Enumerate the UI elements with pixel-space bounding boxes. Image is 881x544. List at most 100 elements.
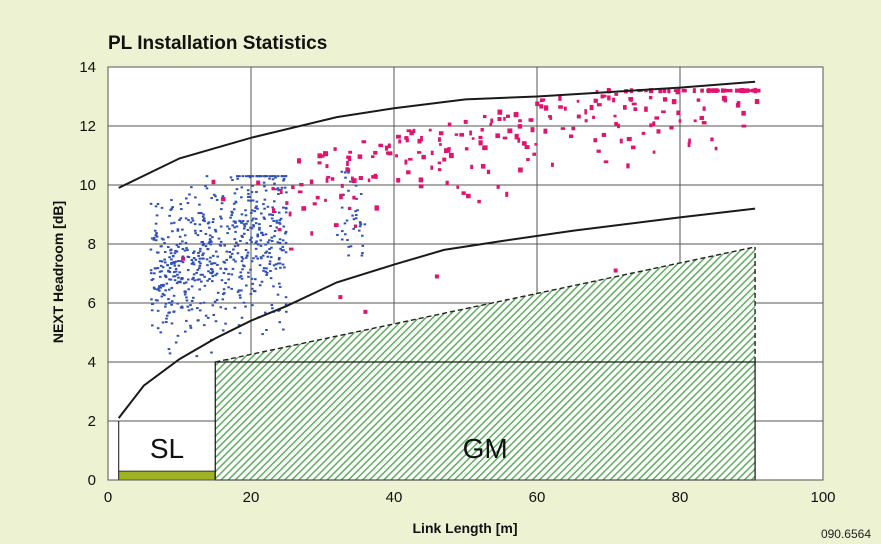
blue-point — [256, 257, 259, 260]
blue-point — [252, 224, 255, 227]
blue-point — [211, 280, 214, 283]
blue-point — [258, 284, 262, 287]
blue-point — [347, 245, 351, 248]
blue-point — [198, 264, 202, 267]
blue-point — [361, 244, 365, 247]
magenta-point — [584, 119, 588, 123]
blue-point — [151, 278, 155, 281]
magenta-point — [489, 122, 493, 127]
blue-point — [238, 175, 241, 178]
blue-point — [230, 273, 234, 276]
magenta-point — [418, 184, 424, 189]
magenta-point — [326, 175, 331, 179]
magenta-point — [406, 170, 411, 175]
magenta-point — [613, 268, 618, 273]
blue-point — [251, 184, 255, 187]
blue-point — [271, 307, 274, 310]
magenta-point — [437, 168, 442, 172]
blue-point — [270, 175, 274, 178]
blue-point — [150, 237, 154, 240]
blue-point — [193, 223, 197, 226]
magenta-point — [727, 88, 733, 93]
blue-point — [195, 271, 198, 274]
blue-point — [229, 255, 232, 258]
blue-point — [244, 249, 248, 252]
blue-point — [196, 268, 200, 271]
magenta-point — [602, 94, 607, 98]
blue-point — [212, 313, 216, 316]
blue-point — [344, 171, 347, 174]
magenta-point — [673, 89, 677, 92]
blue-point — [241, 220, 245, 223]
magenta-point — [521, 141, 527, 146]
blue-point — [160, 245, 163, 248]
y-tick-label: 6 — [88, 295, 96, 312]
blue-point — [199, 273, 203, 276]
blue-point — [209, 271, 212, 274]
blue-point — [205, 175, 209, 178]
blue-point — [268, 213, 271, 216]
blue-point — [268, 252, 271, 255]
blue-point — [198, 257, 202, 260]
blue-point — [250, 240, 253, 243]
blue-point — [156, 202, 160, 205]
blue-point — [225, 258, 229, 261]
blue-point — [229, 216, 232, 219]
blue-point — [153, 287, 156, 290]
blue-point — [263, 217, 266, 220]
blue-point — [206, 279, 209, 282]
x-tick-label: 60 — [529, 489, 546, 506]
blue-point — [250, 260, 254, 263]
blue-point — [172, 275, 175, 278]
blue-point — [211, 275, 215, 278]
blue-point — [176, 302, 179, 305]
blue-point — [249, 226, 252, 229]
blue-point — [276, 241, 280, 244]
magenta-point — [357, 154, 363, 159]
blue-point — [185, 319, 188, 322]
blue-point — [178, 242, 182, 245]
blue-point — [349, 245, 353, 248]
blue-point — [203, 284, 207, 287]
blue-point — [172, 221, 176, 224]
blue-point — [278, 222, 282, 225]
blue-point — [203, 324, 206, 327]
blue-point — [214, 274, 217, 277]
blue-point — [206, 316, 210, 319]
magenta-point — [539, 104, 544, 109]
blue-point — [230, 214, 233, 217]
magenta-point — [312, 202, 317, 206]
blue-point — [218, 243, 222, 246]
blue-point — [236, 290, 240, 293]
magenta-point — [480, 164, 486, 169]
blue-point — [174, 270, 178, 273]
blue-point — [182, 282, 186, 285]
blue-point — [253, 210, 257, 213]
limit-lines — [117, 80, 756, 419]
blue-point — [254, 241, 258, 244]
blue-point — [199, 262, 202, 265]
blue-point — [254, 255, 258, 258]
blue-point — [268, 175, 272, 178]
tick-labels: 0 20 40 60 80 100 0 2 4 6 8 10 12 14 — [79, 59, 835, 506]
blue-point — [227, 272, 230, 275]
blue-point — [197, 212, 201, 215]
magenta-point — [568, 134, 574, 139]
blue-point — [189, 326, 193, 329]
blue-point — [266, 205, 270, 208]
magenta-point — [751, 88, 757, 93]
blue-point — [165, 314, 169, 317]
magenta-point — [631, 102, 637, 106]
blue-point — [208, 260, 212, 263]
blue-point — [211, 236, 214, 239]
magenta-point — [330, 177, 335, 181]
magenta-point — [692, 88, 696, 94]
blue-point — [254, 222, 258, 225]
blue-point — [162, 283, 165, 286]
magenta-point — [463, 119, 468, 124]
magenta-point — [443, 148, 448, 154]
blue-point — [159, 260, 162, 263]
blue-point — [244, 256, 248, 259]
blue-point — [272, 285, 275, 288]
blue-point — [149, 248, 153, 251]
